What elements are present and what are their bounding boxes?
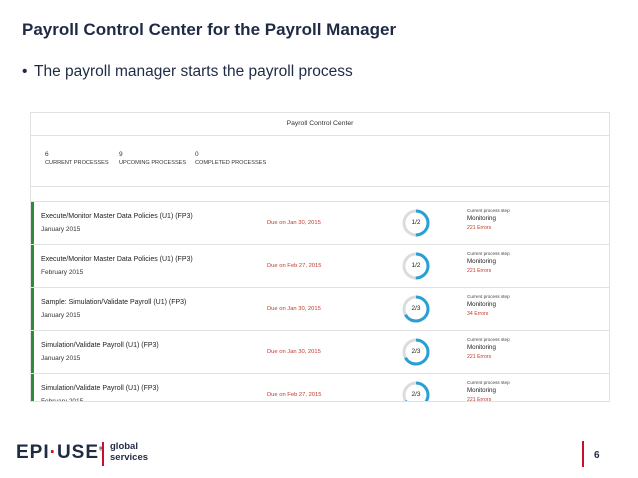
app-header-title: Payroll Control Center xyxy=(31,113,609,136)
error-count-link[interactable]: 221 Errors xyxy=(467,354,492,360)
progress-ring-icon xyxy=(402,338,430,366)
bullet-point: • The payroll manager starts the payroll … xyxy=(22,63,353,81)
process-due-date: Due on Jan 30, 2015 xyxy=(267,306,321,312)
progress-ring-icon xyxy=(402,295,430,323)
process-due-date: Due on Feb 27, 2015 xyxy=(267,392,322,398)
process-row-5[interactable]: Simulation/Validate Payroll (U1) (FP3) F… xyxy=(31,374,609,402)
stat-label: COMPLETED PROCESSES xyxy=(195,160,267,166)
process-due-date: Due on Jan 30, 2015 xyxy=(267,349,321,355)
progress-label: 2/3 xyxy=(411,305,421,312)
current-step-caption: Current process step xyxy=(467,251,510,256)
current-step-caption: Current process step xyxy=(467,208,510,213)
logo-divider xyxy=(102,442,104,466)
process-period: January 2015 xyxy=(41,355,81,362)
current-step-value: Monitoring xyxy=(467,387,496,394)
current-step: Current process step Monitoring 34 Error… xyxy=(467,293,510,318)
error-count-link[interactable]: 221 Errors xyxy=(467,397,492,402)
list-divider xyxy=(31,187,609,202)
current-step: Current process step Monitoring 221 Erro… xyxy=(467,207,510,232)
slide-title: Payroll Control Center for the Payroll M… xyxy=(22,20,397,39)
progress-ring-icon xyxy=(402,381,430,401)
process-name[interactable]: Sample: Simulation/Validate Payroll (U1)… xyxy=(41,299,187,306)
current-step: Current process step Monitoring 221 Erro… xyxy=(467,336,510,361)
current-step-value: Monitoring xyxy=(467,301,496,308)
progress-ring-icon xyxy=(402,209,430,237)
page-number: 6 xyxy=(594,450,600,461)
process-due-date: Due on Jan 30, 2015 xyxy=(267,220,321,226)
process-period: February 2015 xyxy=(41,398,84,402)
epi-use-logo: EPI·USE® xyxy=(16,442,103,463)
error-count-link[interactable]: 34 Errors xyxy=(467,311,489,317)
process-list: Execute/Monitor Master Data Policies (U1… xyxy=(31,202,609,402)
current-step-value: Monitoring xyxy=(467,215,496,222)
progress-label: 1/2 xyxy=(411,219,421,226)
process-period: January 2015 xyxy=(41,312,81,319)
progress-ring-icon xyxy=(402,252,430,280)
stat-label: CURRENT PROCESSES xyxy=(45,160,109,166)
logo-tagline: global services xyxy=(110,441,149,463)
process-row-2[interactable]: Execute/Monitor Master Data Policies (U1… xyxy=(31,245,609,288)
progress-label: 2/3 xyxy=(411,348,421,355)
process-period: February 2015 xyxy=(41,269,84,276)
process-period: January 2015 xyxy=(41,226,81,233)
process-row-4[interactable]: Simulation/Validate Payroll (U1) (FP3) J… xyxy=(31,331,609,374)
progress-label: 1/2 xyxy=(411,262,421,269)
current-step-caption: Current process step xyxy=(467,380,510,385)
process-name[interactable]: Execute/Monitor Master Data Policies (U1… xyxy=(41,256,193,263)
process-row-3[interactable]: Sample: Simulation/Validate Payroll (U1)… xyxy=(31,288,609,331)
stat-count: 6 xyxy=(45,151,49,158)
progress-label: 2/3 xyxy=(411,391,421,398)
error-count-link[interactable]: 221 Errors xyxy=(467,268,492,274)
bullet-text: The payroll manager starts the payroll p… xyxy=(34,63,353,80)
stat-count: 0 xyxy=(195,151,199,158)
process-name[interactable]: Execute/Monitor Master Data Policies (U1… xyxy=(41,213,193,220)
current-step: Current process step Monitoring 221 Erro… xyxy=(467,379,510,402)
current-step-caption: Current process step xyxy=(467,337,510,342)
process-name[interactable]: Simulation/Validate Payroll (U1) (FP3) xyxy=(41,342,159,349)
error-count-link[interactable]: 221 Errors xyxy=(467,225,492,231)
process-name[interactable]: Simulation/Validate Payroll (U1) (FP3) xyxy=(41,385,159,392)
stat-upcoming-processes[interactable]: 9 UPCOMING PROCESSES xyxy=(119,151,186,167)
stat-label: UPCOMING PROCESSES xyxy=(119,160,187,166)
bullet-dot-icon: • xyxy=(22,63,28,80)
payroll-control-center-app: Payroll Control Center 6 CURRENT PROCESS… xyxy=(30,112,610,402)
current-step-value: Monitoring xyxy=(467,344,496,351)
process-due-date: Due on Feb 27, 2015 xyxy=(267,263,322,269)
current-step-value: Monitoring xyxy=(467,258,496,265)
stat-current-processes[interactable]: 6 CURRENT PROCESSES xyxy=(45,151,109,167)
current-step-caption: Current process step xyxy=(467,294,510,299)
current-step: Current process step Monitoring 221 Erro… xyxy=(467,250,510,275)
process-stats: 6 CURRENT PROCESSES 9 UPCOMING PROCESSES… xyxy=(31,136,609,187)
process-row-1[interactable]: Execute/Monitor Master Data Policies (U1… xyxy=(31,202,609,245)
stat-completed-processes[interactable]: 0 COMPLETED PROCESSES xyxy=(195,151,266,167)
stat-count: 9 xyxy=(119,151,123,158)
page-number-divider xyxy=(582,441,584,467)
